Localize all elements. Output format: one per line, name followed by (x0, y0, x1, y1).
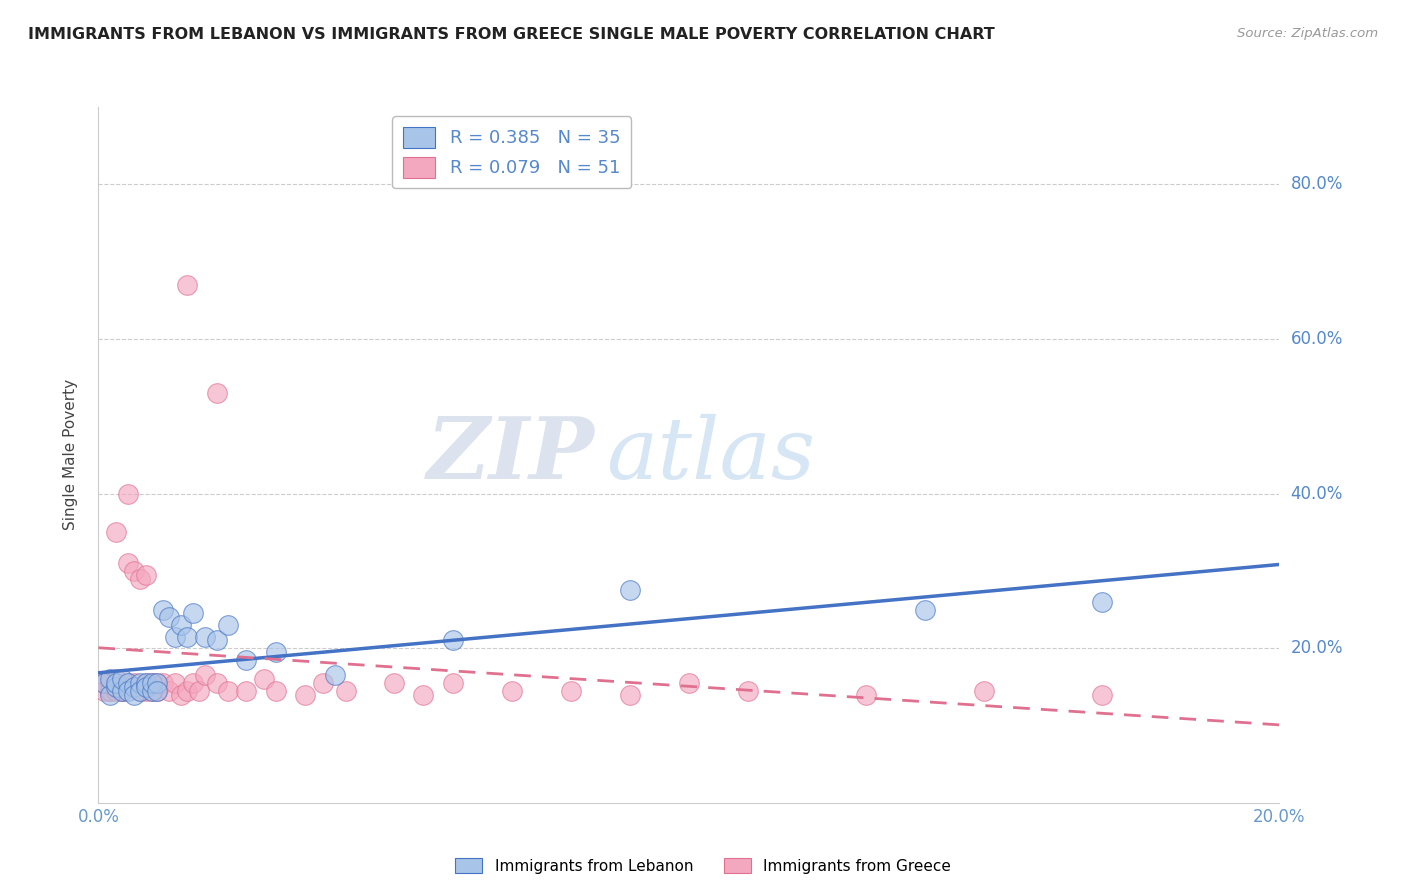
Point (111, 683, 134, 698)
Point (135, 680, 157, 694)
Point (412, 688, 434, 702)
Point (170, 618, 193, 632)
Point (105, 525, 128, 540)
Text: 60.0%: 60.0% (1291, 330, 1343, 348)
Point (98, 676, 121, 690)
Text: 40.0%: 40.0% (1291, 484, 1343, 502)
Point (973, 683, 995, 698)
Point (122, 680, 145, 694)
Point (122, 688, 145, 702)
Point (181, 607, 204, 621)
Point (122, 676, 145, 690)
Point (141, 676, 163, 690)
Point (187, 683, 209, 698)
Point (135, 676, 157, 690)
Point (111, 672, 134, 686)
Point (619, 583, 641, 598)
Point (117, 676, 139, 690)
Point (205, 386, 228, 401)
Point (501, 683, 523, 698)
Point (98, 683, 121, 698)
Point (181, 676, 204, 690)
Point (93, 676, 115, 690)
Point (737, 683, 759, 698)
Point (146, 676, 169, 690)
Point (264, 683, 287, 698)
Point (235, 653, 257, 667)
Point (141, 676, 163, 690)
Point (323, 668, 346, 682)
Point (141, 683, 163, 698)
Point (560, 683, 582, 698)
Point (105, 680, 128, 694)
Point (194, 630, 217, 644)
Point (441, 633, 464, 648)
Text: 20.0%: 20.0% (1291, 640, 1343, 657)
Text: IMMIGRANTS FROM LEBANON VS IMMIGRANTS FROM GREECE SINGLE MALE POVERTY CORRELATIO: IMMIGRANTS FROM LEBANON VS IMMIGRANTS FR… (28, 27, 995, 42)
Point (117, 683, 139, 698)
Point (105, 683, 128, 698)
Point (117, 556, 139, 570)
Text: 80.0%: 80.0% (1291, 176, 1343, 194)
Point (98, 688, 121, 702)
Point (1091, 688, 1114, 702)
Point (914, 602, 936, 616)
Point (294, 688, 316, 702)
Point (264, 645, 287, 659)
Point (1091, 595, 1114, 609)
Point (117, 486, 139, 500)
Point (98, 683, 121, 698)
Text: atlas: atlas (606, 414, 815, 496)
Y-axis label: Single Male Poverty: Single Male Poverty (63, 379, 77, 531)
Point (217, 683, 239, 698)
Legend: R = 0.385   N = 35, R = 0.079   N = 51: R = 0.385 N = 35, R = 0.079 N = 51 (392, 116, 631, 188)
Point (135, 567, 157, 582)
Point (157, 610, 180, 624)
Point (135, 676, 157, 690)
Point (98, 672, 121, 686)
Point (165, 676, 187, 690)
Point (678, 676, 700, 690)
Text: ZIP: ZIP (426, 413, 595, 497)
Point (441, 676, 464, 690)
Point (111, 683, 134, 698)
Point (382, 676, 405, 690)
Point (176, 630, 198, 644)
Point (105, 676, 128, 690)
Point (335, 683, 357, 698)
Point (93, 683, 115, 698)
Point (146, 683, 169, 698)
Point (194, 668, 217, 682)
Point (93, 676, 115, 690)
Point (205, 676, 228, 690)
Point (170, 688, 193, 702)
Text: Source: ZipAtlas.com: Source: ZipAtlas.com (1237, 27, 1378, 40)
Point (128, 572, 150, 586)
Point (217, 618, 239, 632)
Point (146, 676, 169, 690)
Point (176, 683, 198, 698)
Point (165, 630, 187, 644)
Point (152, 602, 174, 616)
Point (205, 633, 228, 648)
Point (235, 683, 257, 698)
Point (105, 672, 128, 686)
Point (128, 683, 150, 698)
Point (141, 683, 163, 698)
Point (176, 277, 198, 292)
Point (122, 564, 145, 578)
Point (253, 672, 276, 686)
Point (146, 683, 169, 698)
Point (135, 683, 157, 698)
Point (312, 676, 335, 690)
Point (128, 676, 150, 690)
Legend: Immigrants from Lebanon, Immigrants from Greece: Immigrants from Lebanon, Immigrants from… (449, 852, 957, 880)
Point (619, 688, 641, 702)
Point (855, 688, 877, 702)
Point (117, 676, 139, 690)
Point (128, 683, 150, 698)
Point (152, 676, 174, 690)
Point (111, 683, 134, 698)
Point (157, 683, 180, 698)
